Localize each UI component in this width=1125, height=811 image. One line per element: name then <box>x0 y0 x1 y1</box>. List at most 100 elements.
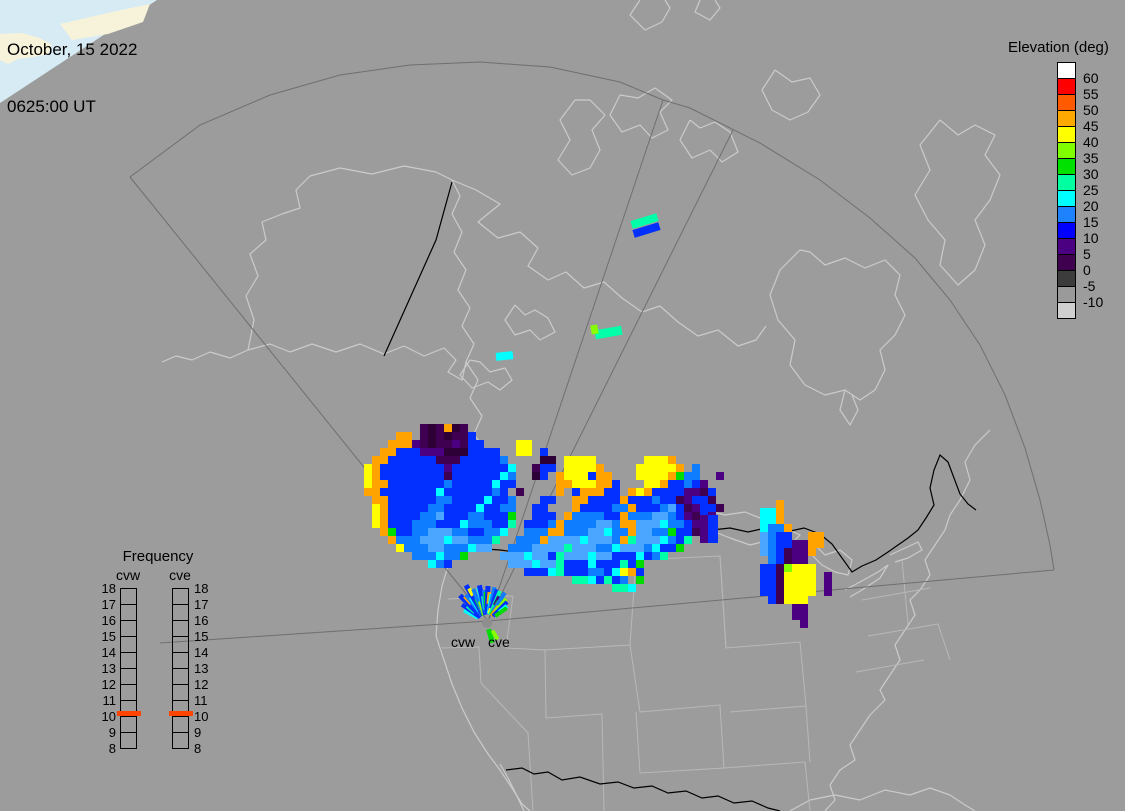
data-cell <box>792 540 800 548</box>
data-cell <box>776 524 784 532</box>
data-cell <box>516 488 524 496</box>
frequency-tick-label: 15 <box>101 629 116 644</box>
data-cell <box>380 528 388 536</box>
data-cell <box>800 620 808 628</box>
data-cell <box>444 520 452 528</box>
frequency-tick-label: 13 <box>101 661 116 676</box>
data-cell <box>668 512 676 520</box>
data-cell <box>388 504 396 512</box>
data-cell <box>668 544 676 552</box>
data-cell <box>420 456 428 464</box>
data-cell <box>540 504 548 512</box>
data-cell <box>676 488 684 496</box>
data-cell <box>532 464 540 472</box>
data-cell <box>652 504 660 512</box>
data-cell <box>492 472 500 480</box>
data-cell <box>760 588 768 596</box>
data-cell <box>580 576 588 584</box>
data-cell <box>620 512 628 520</box>
data-cell <box>508 552 516 560</box>
elevation-tick-label: 50 <box>1083 102 1099 118</box>
data-cell <box>388 448 396 456</box>
data-cell <box>572 512 580 520</box>
data-cell <box>492 480 500 488</box>
data-cell <box>604 512 612 520</box>
data-cell <box>436 552 444 560</box>
data-cell <box>604 488 612 496</box>
data-cell <box>516 536 524 544</box>
data-cell <box>420 472 428 480</box>
data-cell <box>476 496 484 504</box>
data-cell <box>524 440 532 448</box>
data-cell <box>412 544 420 552</box>
data-cell <box>760 548 768 556</box>
data-cell <box>500 512 508 520</box>
data-cell <box>420 488 428 496</box>
data-cell <box>564 552 572 560</box>
data-cell <box>644 464 652 472</box>
data-cell <box>460 424 468 432</box>
data-cell <box>476 520 484 528</box>
data-cell <box>484 464 492 472</box>
data-cell <box>436 504 444 512</box>
data-cell <box>652 472 660 480</box>
data-cell <box>476 512 484 520</box>
data-cell <box>564 456 572 464</box>
data-cell <box>792 588 800 596</box>
data-cell <box>564 480 572 488</box>
data-cell <box>808 564 816 572</box>
data-cell <box>388 456 396 464</box>
data-cell <box>404 536 412 544</box>
data-cell <box>620 496 628 504</box>
data-cell <box>768 596 776 604</box>
data-cell <box>556 488 564 496</box>
data-cell <box>460 488 468 496</box>
data-cell <box>580 536 588 544</box>
data-cell <box>620 528 628 536</box>
data-cell <box>676 528 684 536</box>
data-cell <box>620 520 628 528</box>
data-cell <box>652 496 660 504</box>
frequency-tick-label: 11 <box>102 693 117 708</box>
data-cell <box>412 456 420 464</box>
data-cell <box>580 488 588 496</box>
data-cell <box>628 512 636 520</box>
data-cell <box>604 536 612 544</box>
data-cell <box>436 528 444 536</box>
data-cell <box>572 528 580 536</box>
data-cell <box>644 536 652 544</box>
data-cell <box>484 496 492 504</box>
data-cell <box>692 488 700 496</box>
data-cell <box>800 580 808 588</box>
data-cell <box>420 424 428 432</box>
data-cell <box>604 480 612 488</box>
data-cell <box>460 432 468 440</box>
data-cell <box>556 472 564 480</box>
frequency-legend-title: Frequency <box>122 548 194 565</box>
data-cell <box>652 520 660 528</box>
data-cell <box>412 512 420 520</box>
data-cell <box>636 552 644 560</box>
data-cell <box>684 496 692 504</box>
corner-landmass-2 <box>60 4 150 40</box>
data-cell <box>460 528 468 536</box>
data-cell <box>372 480 380 488</box>
data-cell <box>388 440 396 448</box>
data-cell <box>716 504 724 512</box>
data-cell <box>572 464 580 472</box>
data-cell <box>412 448 420 456</box>
data-cell <box>644 456 652 464</box>
site-label-cvw: cvw <box>451 634 476 650</box>
data-cell <box>768 556 776 564</box>
data-cell <box>420 480 428 488</box>
data-cell <box>760 524 768 532</box>
data-cell <box>652 528 660 536</box>
data-cell <box>660 464 668 472</box>
data-cell <box>768 572 776 580</box>
data-cell <box>412 504 420 512</box>
data-cell <box>396 512 404 520</box>
data-cell <box>404 512 412 520</box>
frequency-tick-label: 17 <box>101 597 116 612</box>
data-cell <box>776 564 784 572</box>
data-cell <box>596 464 604 472</box>
